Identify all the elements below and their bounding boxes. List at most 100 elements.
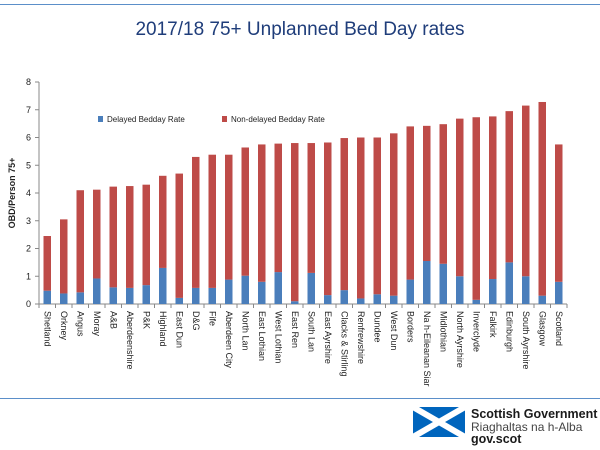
bar-non-delayed: [208, 154, 216, 288]
page-title: 2017/18 75+ Unplanned Bed Day rates: [135, 19, 465, 40]
scottish-government-logo: Scottish Government Riaghaltas na h-Alba…: [413, 407, 597, 446]
bar-non-delayed: [390, 133, 398, 296]
logo-line-3: gov.scot: [471, 432, 522, 446]
bar-delayed: [555, 281, 563, 304]
bar-non-delayed: [274, 143, 282, 273]
bar-non-delayed: [555, 144, 563, 282]
bar-non-delayed: [373, 137, 381, 295]
x-tick-label: East Lothian: [257, 311, 267, 361]
x-tick-label: West Dun: [389, 311, 399, 350]
y-tick-label: 3: [26, 216, 31, 226]
bar-non-delayed: [340, 138, 348, 291]
bar-delayed: [109, 287, 117, 304]
x-tick-label: Dundee: [372, 311, 382, 343]
saltire-flag-icon: [413, 407, 465, 437]
bar-delayed: [340, 290, 348, 304]
bar-delayed: [538, 295, 546, 304]
logo-line-2: Riaghaltas na h-Alba: [471, 420, 583, 434]
bar-delayed: [357, 298, 365, 304]
bar-delayed: [43, 290, 51, 304]
bar-non-delayed: [324, 142, 332, 296]
y-tick-label: 6: [26, 133, 31, 143]
bar-non-delayed: [192, 156, 200, 288]
y-tick-label: 8: [26, 77, 31, 87]
bar-non-delayed: [126, 186, 134, 288]
bar-delayed: [324, 295, 332, 304]
bar-delayed: [472, 299, 480, 304]
x-tick-label: East Ayrshire: [323, 311, 333, 364]
bar-delayed: [505, 262, 513, 304]
x-tick-label: P&K: [141, 311, 151, 329]
x-tick-label: Na h-Eileanan Siar: [422, 311, 432, 387]
bar-non-delayed: [472, 117, 480, 300]
x-tick-label: Edinburgh: [504, 311, 514, 352]
bar-delayed: [258, 281, 266, 304]
x-tick-label: Falkirk: [488, 311, 498, 338]
bar-non-delayed: [439, 124, 447, 264]
x-tick-label: South Lan: [306, 311, 316, 352]
bar-non-delayed: [241, 147, 249, 276]
y-tick-label: 1: [26, 271, 31, 281]
bar-delayed: [406, 279, 414, 304]
bar-non-delayed: [225, 154, 233, 280]
bar-delayed: [126, 287, 134, 304]
legend-label-delayed: Delayed Bedday Rate: [107, 115, 185, 124]
y-axis-title: OBD/Person 75+: [7, 158, 17, 229]
x-tick-label: Fife: [207, 311, 217, 326]
bar-delayed: [274, 272, 282, 304]
bar-delayed: [522, 276, 530, 304]
bar-non-delayed: [406, 126, 414, 280]
bar-delayed: [423, 260, 431, 304]
bar-delayed: [175, 297, 183, 304]
bar-delayed: [225, 279, 233, 304]
x-tick-label: South Ayrshire: [521, 311, 531, 369]
x-tick-label: Midlothian: [438, 311, 448, 352]
x-tick-label: Orkney: [59, 311, 69, 341]
y-tick-label: 4: [26, 188, 31, 198]
bar-non-delayed: [456, 118, 464, 277]
x-tick-label: Moray: [92, 311, 102, 337]
x-tick-label: A&B: [108, 311, 118, 329]
x-tick-label: Borders: [405, 311, 415, 343]
legend-swatch-non-delayed: [222, 116, 227, 122]
bar-non-delayed: [522, 105, 530, 277]
bar-non-delayed: [258, 144, 266, 282]
bar-delayed: [76, 292, 84, 304]
bar-delayed: [93, 278, 101, 304]
x-tick-label: Angus: [75, 311, 85, 337]
x-tick-label: Clacks & Stirling: [339, 311, 349, 377]
bar-non-delayed: [489, 116, 497, 280]
legend-swatch-delayed: [98, 116, 103, 122]
legend-label-non-delayed: Non-delayed Bedday Rate: [231, 115, 325, 124]
bar-non-delayed: [423, 125, 431, 261]
bar-delayed: [208, 287, 216, 304]
y-tick-label: 5: [26, 160, 31, 170]
x-tick-label: East Dun: [174, 311, 184, 348]
bar-delayed: [291, 301, 299, 304]
x-tick-label: Inverclyde: [471, 311, 481, 352]
x-tick-label: D&G: [191, 311, 201, 331]
x-tick-label: Glasgow: [537, 311, 547, 347]
y-tick-label: 2: [26, 244, 31, 254]
bar-delayed: [373, 294, 381, 304]
logo-line-1: Scottish Government: [471, 407, 598, 421]
x-tick-label: North Lan: [240, 311, 250, 351]
bar-non-delayed: [505, 111, 513, 263]
y-tick-label: 7: [26, 105, 31, 115]
bar-non-delayed: [142, 184, 150, 286]
x-tick-label: North Ayrshire: [455, 311, 465, 368]
bar-non-delayed: [291, 143, 299, 302]
x-tick-label: Renfrewshire: [356, 311, 366, 364]
bar-non-delayed: [109, 186, 117, 288]
x-tick-label: Shetland: [42, 311, 52, 347]
bar-delayed: [489, 279, 497, 304]
x-tick-label: Highland: [158, 311, 168, 347]
bar-non-delayed: [307, 143, 315, 273]
x-tick-label: East Ren: [290, 311, 300, 348]
bar-non-delayed: [93, 189, 101, 279]
bar-delayed: [390, 295, 398, 304]
x-tick-label: West Lothian: [273, 311, 283, 363]
bar-non-delayed: [60, 219, 68, 294]
bar-non-delayed: [357, 137, 365, 299]
bar-non-delayed: [538, 101, 546, 296]
